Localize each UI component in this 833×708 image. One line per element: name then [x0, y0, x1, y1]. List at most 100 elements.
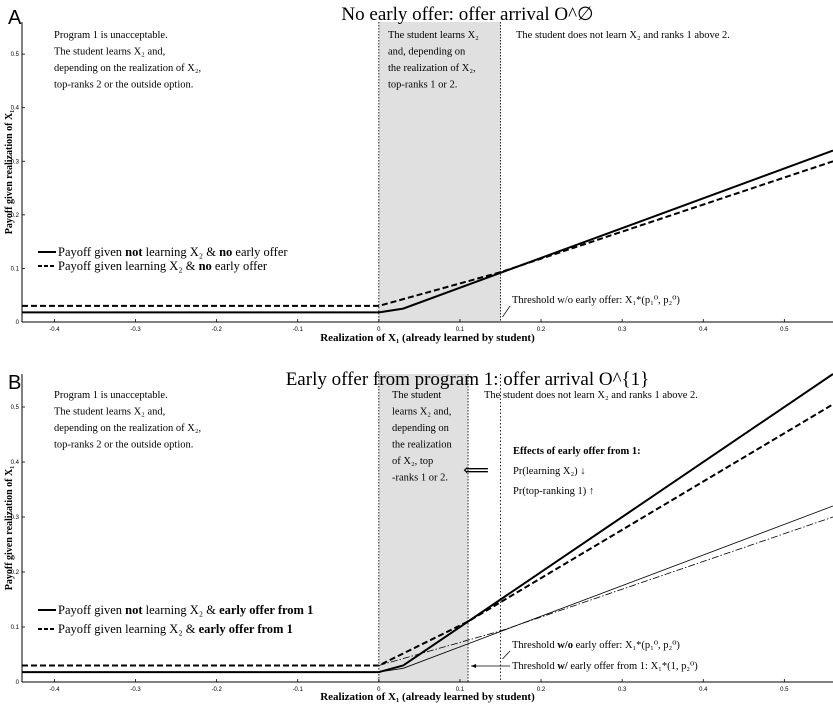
y-axis-label: Payoff given realization of X₁	[4, 466, 15, 590]
legend-text-part: Payoff given	[58, 245, 125, 259]
threshold-annotation-no-offer: Threshold w/o early offer: X₁*(p₁⁰, p₂⁰)	[512, 640, 680, 651]
legend-text-part: Payoff given	[58, 603, 125, 617]
x-tick-label: -0.2	[211, 327, 222, 333]
chart-title: No early offer: offer arrival O^∅	[341, 4, 593, 25]
y-tick-label: 0.3	[11, 515, 20, 521]
chart-panel-b: -0.4 -0.3 -0.2 -0.1 0 0.1 0.2 0.3 0.4 0.5 0 0.1 0.2 0…	[4, 369, 833, 703]
panel-label: B	[8, 372, 21, 394]
legend-text-part: not	[125, 603, 143, 617]
region-text-1: depending on the realization of X₂,	[54, 423, 201, 434]
x-tick-label: 0.5	[780, 327, 789, 333]
x-tick-label: 0.4	[699, 687, 708, 693]
legend-text-part: early offer	[232, 245, 288, 259]
chart-panel-a: -0.4 -0.3 -0.2 -0.1 0 0.1 0.2 0.3 0.4 0.5 0 0.1 0.2 0…	[4, 4, 833, 344]
x-tick-label: 0.1	[456, 327, 465, 333]
y-tick-label: 0	[16, 680, 20, 686]
region-text-1: top-ranks 2 or the outside option.	[54, 80, 193, 91]
x-tick-label: 0.5	[780, 687, 789, 693]
region-text-2: learns X₂ and,	[392, 407, 451, 418]
y-tick-label: 0.1	[11, 625, 20, 631]
threshold-annotation: Threshold w/o early offer: X₁*(p₁⁰, p₂⁰)	[512, 295, 680, 306]
legend-entry-2: Payoff given learning X₂ & no early offe…	[58, 259, 268, 273]
x-tick-label: 0.2	[537, 327, 546, 333]
x-tick-label: -0.4	[49, 327, 60, 333]
x-tick-label: 0.3	[618, 687, 627, 693]
region-text-2: and, depending on	[388, 47, 466, 58]
effects-arrow: ⟸	[463, 460, 489, 480]
annotation-pointer	[502, 305, 511, 318]
legend-text-part: learning X₂ &	[143, 245, 220, 259]
legend-text-part: early offer	[212, 259, 268, 273]
region-text-2: -ranks 1 or 2.	[392, 473, 448, 484]
x-tick-label: -0.3	[130, 327, 141, 333]
y-tick-label: 0.5	[11, 52, 20, 58]
legend-text-part: no	[219, 245, 232, 259]
series-line-3	[378, 505, 833, 673]
annotation-part: early offer: X₁*(p₁⁰, p₂⁰)	[573, 640, 680, 651]
annotation-part: early offer from 1: X₁*(1, p₂⁰)	[568, 661, 699, 672]
region-text-2: top-ranks 1 or 2.	[388, 80, 457, 91]
y-tick-label: 0.4	[11, 460, 20, 466]
legend-entry-1: Payoff given not learning X₂ & no early …	[58, 245, 288, 259]
x-tick-label: -0.1	[293, 687, 304, 693]
legend-text-part: early offer from 1	[199, 622, 293, 636]
region-text-1: The student learns X₂ and,	[54, 47, 165, 58]
x-axis-label: Realization of X₁ (already learned by st…	[320, 332, 535, 344]
effects-line-2: Pr(top-ranking 1) ↑	[513, 486, 594, 497]
y-tick-label: 0.2	[11, 570, 20, 576]
legend-text-part: not	[125, 245, 143, 259]
x-tick-label: 0	[377, 327, 381, 333]
legend-text-part: Payoff given learning X₂ &	[58, 622, 199, 636]
region-text-1: Program 1 is unacceptable.	[54, 30, 168, 41]
shaded-region	[378, 22, 501, 322]
annotation-part: w/	[557, 661, 569, 672]
legend-text-part: learning X₂ &	[143, 603, 220, 617]
y-tick-label: 0	[16, 320, 20, 326]
region-text-3: The student does not learn X₂ and ranks …	[484, 390, 698, 401]
x-tick-label: 0.3	[618, 327, 627, 333]
region-text-2: the realization of X₂,	[388, 63, 476, 74]
x-tick-label: 0.4	[699, 327, 708, 333]
y-tick-label: 0.4	[11, 106, 20, 112]
shaded-region	[378, 374, 469, 682]
chart-title: Early offer from program 1: offer arriva…	[286, 369, 650, 390]
legend-text-part: Payoff given learning X₂ &	[58, 259, 199, 273]
region-text-1: depending on the realization of X₂,	[54, 63, 201, 74]
y-tick-label: 0.5	[11, 405, 20, 411]
x-axis-label: Realization of X₁ (already learned by st…	[320, 691, 535, 703]
region-text-2: depending on	[392, 423, 450, 434]
x-tick-label: -0.1	[293, 327, 304, 333]
legend-text-part: no	[199, 259, 212, 273]
region-text-1: top-ranks 2 or the outside option.	[54, 440, 193, 451]
annotation-part: Threshold	[512, 640, 557, 651]
y-axis-label: Payoff given realization of X₁	[4, 110, 15, 234]
series-line-4	[378, 516, 833, 666]
x-tick-label: 0	[377, 687, 381, 693]
annotation-pointer-no-offer	[502, 650, 511, 660]
series-line-1	[22, 373, 833, 674]
threshold-annotation-early-offer: Threshold w/ early offer from 1: X₁*(1, …	[512, 661, 698, 672]
y-tick-label: 0.1	[11, 266, 20, 272]
x-tick-label: -0.3	[130, 687, 141, 693]
legend-entry-2: Payoff given learning X₂ & early offer f…	[58, 622, 293, 636]
effects-line-1: Pr(learning X₂) ↓	[513, 466, 585, 477]
region-text-2: of X₂, top	[392, 456, 433, 467]
series-line-1	[22, 149, 833, 314]
x-tick-label: 0.2	[537, 687, 546, 693]
annotation-arrowhead	[471, 664, 477, 668]
annotation-part: w/o	[557, 640, 573, 651]
series-line-2	[22, 403, 833, 667]
y-tick-label: 0.2	[11, 213, 20, 219]
region-text-3: The student does not learn X₂ and ranks …	[516, 30, 730, 41]
region-text-2: The student	[392, 390, 441, 401]
region-text-1: The student learns X₂ and,	[54, 407, 165, 418]
effects-title: Effects of early offer from 1:	[513, 446, 641, 457]
legend-entry-1: Payoff given not learning X₂ & early off…	[58, 603, 313, 617]
x-tick-label: -0.2	[211, 687, 222, 693]
x-tick-label: -0.4	[49, 687, 60, 693]
region-text-2: The student learns X₂	[388, 30, 479, 41]
series-line-2	[22, 160, 833, 307]
x-tick-label: 0.1	[456, 687, 465, 693]
y-tick-label: 0.3	[11, 159, 20, 165]
